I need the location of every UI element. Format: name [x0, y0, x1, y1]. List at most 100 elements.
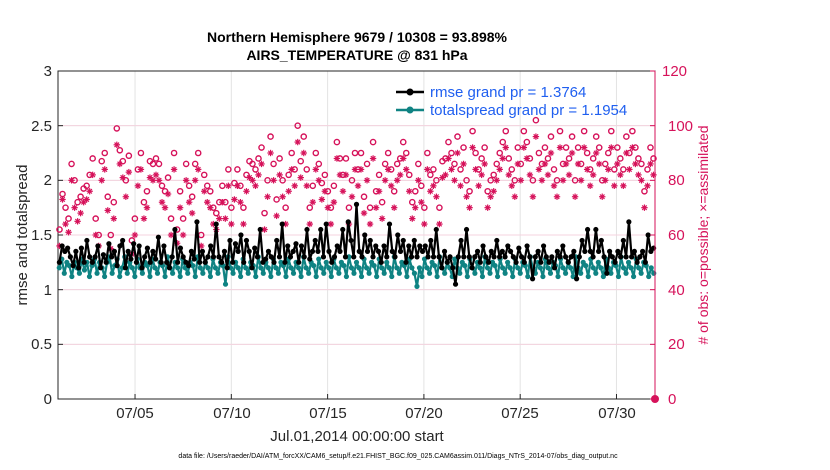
legend-label-rmse: rmse grand pr = 1.3764	[430, 84, 586, 101]
obs-assimilated-marker	[104, 207, 111, 214]
rmse-point	[579, 237, 585, 244]
totalspread-point	[56, 265, 62, 271]
obs-possible-marker	[309, 182, 317, 190]
totalspread-point	[124, 270, 130, 276]
obs-assimilated-marker	[191, 177, 199, 184]
obs-possible-marker	[191, 160, 199, 168]
obs-assimilated-marker	[505, 171, 512, 179]
totalspread-point	[487, 270, 493, 276]
obs-possible-marker	[369, 138, 377, 146]
rmse-point	[249, 265, 255, 271]
totalspread-point	[389, 273, 395, 280]
totalspread-point	[394, 265, 400, 271]
totalspread-point	[235, 265, 241, 271]
rmse-point	[518, 254, 525, 260]
rmse-point	[235, 248, 241, 254]
obs-assimilated-marker	[333, 155, 341, 162]
rmse-point	[111, 248, 117, 254]
rmse-point	[571, 248, 577, 254]
y-right-tick-label: 100	[668, 118, 693, 135]
right-axis-zero-marker	[651, 395, 659, 403]
y-right-tick-label: 120	[662, 63, 687, 80]
obs-assimilated-marker	[89, 171, 96, 179]
obs-assimilated-marker	[571, 193, 579, 200]
totalspread-point	[207, 273, 213, 280]
obs-assimilated-marker	[469, 144, 476, 151]
obs-assimilated-marker	[409, 215, 416, 222]
totalspread-point	[318, 265, 324, 271]
obs-possible-marker	[390, 187, 398, 195]
y-tick-label: 1.5	[31, 227, 52, 244]
obs-possible-marker	[604, 149, 612, 157]
obs-possible-marker	[614, 144, 621, 151]
rmse-point	[150, 248, 156, 254]
rmse-point	[417, 243, 423, 249]
obs-possible-marker	[647, 144, 654, 151]
totalspread-point	[66, 263, 72, 269]
obs-possible-marker	[430, 166, 437, 173]
y-right-tick-label: 40	[668, 282, 685, 299]
rmse-point	[554, 248, 560, 254]
rmse-point	[155, 234, 162, 240]
obs-possible-marker	[463, 177, 470, 184]
obs-possible-marker	[273, 196, 280, 203]
rmse-point	[243, 237, 250, 244]
obs-possible-marker	[375, 171, 383, 179]
obs-assimilated-marker	[360, 209, 368, 217]
obs-assimilated-marker	[170, 166, 178, 173]
totalspread-point	[341, 263, 347, 269]
totalspread-point	[545, 265, 551, 271]
obs-possible-marker	[415, 160, 422, 168]
totalspread-point	[555, 273, 561, 280]
obs-assimilated-marker	[291, 182, 298, 189]
totalspread-point	[177, 273, 183, 280]
obs-assimilated-marker	[553, 193, 561, 200]
rmse-point	[576, 254, 582, 260]
rmse-point	[378, 259, 384, 265]
rmse-point	[205, 254, 211, 260]
obs-assimilated-marker	[300, 149, 307, 157]
obs-assimilated-marker	[472, 166, 479, 173]
totalspread-point	[492, 263, 498, 269]
rmse-point	[631, 248, 637, 254]
rmse-point	[296, 259, 302, 265]
totalspread-point	[381, 270, 387, 276]
obs-possible-marker	[493, 160, 501, 168]
obs-possible-marker	[212, 209, 220, 217]
obs-assimilated-marker	[626, 166, 633, 173]
obs-assimilated-marker	[568, 149, 576, 157]
obs-assimilated-marker	[496, 166, 503, 173]
rmse-point	[304, 226, 310, 233]
obs-possible-marker	[529, 177, 537, 184]
obs-possible-marker	[553, 177, 561, 184]
rmse-point	[450, 265, 456, 271]
obs-possible-marker	[101, 149, 109, 157]
rmse-point	[370, 254, 376, 260]
totalspread-point	[630, 273, 637, 280]
obs-assimilated-marker	[574, 160, 582, 168]
rmse-point	[400, 237, 406, 244]
obs-assimilated-marker	[508, 182, 515, 189]
obs-assimilated-marker	[363, 177, 371, 184]
totalspread-point	[81, 267, 88, 273]
totalspread-point	[147, 273, 153, 280]
rmse-point	[397, 248, 404, 254]
obs-assimilated-marker	[650, 171, 657, 179]
obs-assimilated-marker	[403, 166, 410, 173]
totalspread-point	[117, 273, 123, 280]
totalspread-point	[472, 270, 478, 276]
rmse-point	[144, 245, 151, 251]
obs-assimilated-marker	[487, 193, 494, 200]
totalspread-point	[625, 259, 632, 265]
obs-assimilated-marker	[234, 182, 241, 189]
totalspread-point	[585, 273, 591, 280]
rmse-point	[565, 259, 571, 265]
obs-possible-marker	[225, 166, 232, 173]
rmse-point	[56, 259, 62, 265]
rmse-point	[213, 221, 219, 227]
obs-assimilated-marker	[83, 196, 90, 203]
obs-possible-marker	[258, 144, 265, 151]
obs-possible-marker	[297, 157, 305, 165]
obs-assimilated-marker	[387, 182, 395, 189]
rmse-point	[549, 254, 555, 260]
